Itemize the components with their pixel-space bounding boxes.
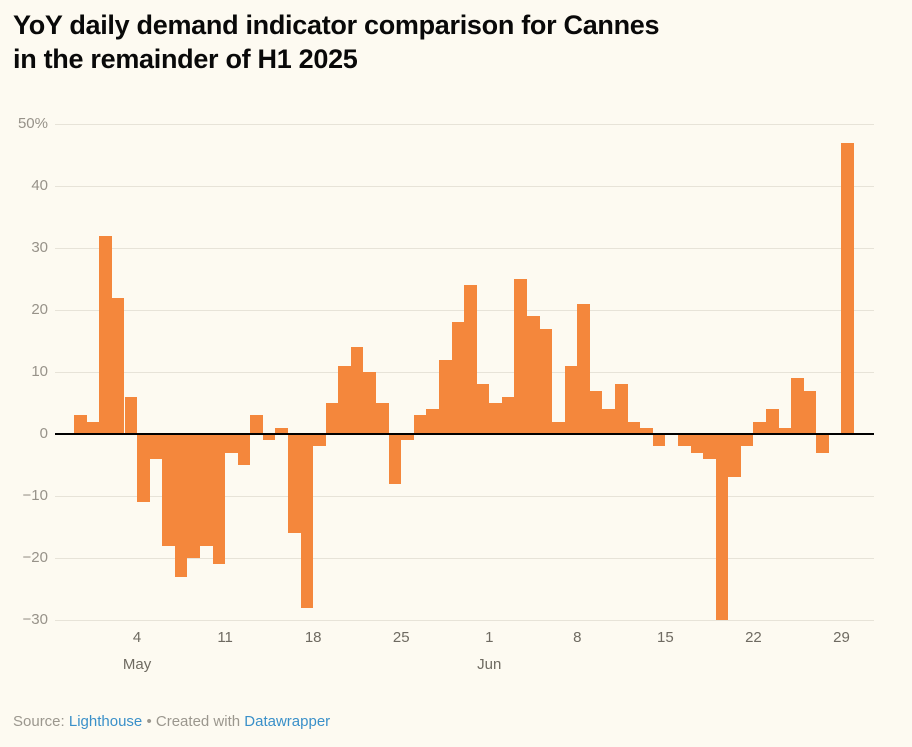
y-axis-label: −30	[22, 611, 48, 628]
y-gridline	[55, 495, 874, 497]
y-axis-label: −10	[22, 487, 48, 504]
bar-apr-29[interactable]	[74, 415, 87, 434]
bar-may-12[interactable]	[237, 434, 251, 465]
bar-jun-24[interactable]	[778, 427, 792, 434]
bar-may-4[interactable]	[137, 434, 150, 503]
bar-jun-20[interactable]	[728, 434, 741, 478]
bar-may-7[interactable]	[174, 434, 188, 577]
bar-may-16[interactable]	[288, 434, 301, 534]
y-gridline	[55, 185, 874, 187]
bar-jun-29[interactable]	[841, 142, 855, 434]
bar-jun-21[interactable]	[740, 434, 754, 447]
bar-may-24[interactable]	[388, 434, 402, 484]
bar-may-22[interactable]	[363, 372, 377, 434]
bar-jun-18[interactable]	[703, 434, 716, 459]
chart-title: YoY daily demand indicator comparison fo…	[13, 8, 893, 76]
y-axis-label: 50%	[17, 115, 48, 132]
bar-jun-6[interactable]	[552, 421, 565, 434]
created-with-label: Created with	[155, 713, 241, 730]
bar-jun-4[interactable]	[527, 316, 540, 434]
bar-jun-17[interactable]	[690, 434, 704, 453]
bar-may-23[interactable]	[376, 403, 389, 434]
y-axis-label: 10	[31, 363, 48, 380]
bar-may-30[interactable]	[464, 285, 477, 434]
x-axis-label: 25	[392, 629, 410, 646]
bar-jun-19[interactable]	[715, 434, 729, 620]
y-gridline	[55, 557, 874, 559]
bar-may-28[interactable]	[438, 359, 452, 434]
month-label: Jun	[477, 656, 502, 673]
y-gridline	[55, 123, 874, 125]
bar-jun-12[interactable]	[627, 421, 641, 434]
source-link[interactable]: Lighthouse	[68, 713, 143, 730]
datawrapper-link[interactable]: Datawrapper	[244, 713, 331, 730]
bar-may-10[interactable]	[212, 434, 226, 565]
bar-may-9[interactable]	[199, 434, 213, 546]
bar-may-5[interactable]	[149, 434, 163, 459]
bar-jun-25[interactable]	[791, 378, 804, 434]
footer-separator: •	[146, 713, 152, 730]
source-label: Source:	[13, 713, 65, 730]
bar-jun-16[interactable]	[677, 434, 691, 447]
bar-may-27[interactable]	[426, 409, 439, 434]
bar-jun-1[interactable]	[489, 403, 502, 434]
x-axis-label: 29	[833, 629, 850, 646]
zero-baseline	[55, 433, 874, 435]
bar-may-29[interactable]	[451, 322, 465, 434]
bar-may-2[interactable]	[111, 297, 125, 434]
bar-may-11[interactable]	[225, 434, 238, 453]
bar-jun-22[interactable]	[753, 421, 766, 434]
bar-may-6[interactable]	[162, 434, 175, 546]
y-axis-label: −20	[22, 549, 48, 566]
bar-may-17[interactable]	[300, 434, 314, 608]
bar-may-26[interactable]	[413, 415, 427, 434]
x-axis-label: 18	[304, 629, 322, 646]
bar-jun-10[interactable]	[602, 409, 616, 434]
y-axis-label: 30	[31, 239, 48, 256]
bar-jun-14[interactable]	[652, 434, 666, 447]
chart-title-line-1: YoY daily demand indicator comparison fo…	[13, 10, 660, 40]
bar-may-15[interactable]	[275, 427, 288, 434]
bar-jun-13[interactable]	[640, 427, 653, 434]
bar-may-1[interactable]	[99, 235, 112, 434]
bar-jun-27[interactable]	[816, 434, 829, 453]
x-axis-label: 22	[745, 629, 762, 646]
chart-title-line-2: in the remainder of H1 2025	[13, 44, 358, 74]
bar-jun-5[interactable]	[539, 328, 553, 434]
bar-jun-23[interactable]	[765, 409, 779, 434]
chart-footer: Source: Lighthouse • Created with Datawr…	[13, 713, 330, 730]
bar-may-20[interactable]	[338, 365, 351, 434]
y-gridline	[55, 247, 874, 249]
x-axis-label: 4	[132, 629, 142, 646]
bar-jun-7[interactable]	[564, 365, 578, 434]
x-axis-label: 8	[573, 629, 582, 646]
y-axis-label: 40	[31, 177, 48, 194]
bar-may-31[interactable]	[476, 384, 490, 434]
bar-may-8[interactable]	[187, 434, 200, 558]
x-axis-label: 11	[217, 629, 233, 646]
bar-jun-3[interactable]	[514, 279, 527, 434]
y-axis-label: 0	[39, 425, 48, 442]
bar-may-18[interactable]	[313, 434, 326, 447]
x-axis-label: 15	[657, 629, 674, 646]
month-label: May	[122, 656, 152, 673]
bar-may-25[interactable]	[401, 434, 414, 441]
bar-apr-30[interactable]	[86, 421, 100, 434]
bar-may-14[interactable]	[262, 434, 276, 441]
bar-may-13[interactable]	[250, 415, 263, 434]
bar-jun-2[interactable]	[501, 396, 515, 434]
y-axis-label: 20	[31, 301, 48, 318]
bar-jun-11[interactable]	[615, 384, 628, 434]
bar-may-21[interactable]	[350, 347, 364, 434]
bar-jun-9[interactable]	[589, 390, 603, 434]
y-gridline	[55, 619, 874, 621]
bar-may-19[interactable]	[325, 403, 339, 434]
bar-jun-26[interactable]	[803, 390, 817, 434]
x-axis-label: 1	[485, 629, 494, 646]
bar-jun-8[interactable]	[577, 303, 590, 434]
bar-may-3[interactable]	[124, 396, 138, 434]
